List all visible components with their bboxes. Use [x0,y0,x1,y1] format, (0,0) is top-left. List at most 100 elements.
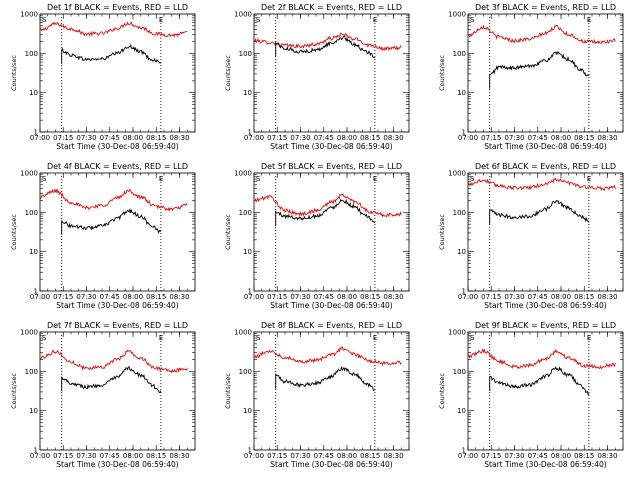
panel-title: Det 7f BLACK = Events, RED = LLD [47,321,188,330]
y-tick-label: 1000 [20,11,38,19]
x-tick-label: 07:45 [528,452,548,460]
x-tick-label: 08:15 [574,293,594,301]
end-marker-label: E [159,175,163,183]
x-tick-label: 07:45 [100,293,120,301]
x-axis-label: Start Time (30-Dec-08 06:59:40) [484,301,606,310]
series-lld-line [467,348,616,370]
start-marker-label: S [256,334,261,342]
panel-det-9: Det 9f BLACK = Events, RED = LLD 1 10 100 10… [438,321,624,469]
plot-frame [253,331,410,451]
x-tick-label: 08:00 [337,293,357,301]
x-tick-label: 07:30 [290,293,310,301]
x-tick-label: 08:15 [360,293,380,301]
panel-title: Det 1f BLACK = Events, RED = LLD [47,3,188,12]
y-tick-label: 100 [25,50,38,58]
series-lld-line [467,177,616,192]
panel-title: Det 6f BLACK = Events, RED = LLD [475,162,616,171]
x-tick-label: 08:15 [360,452,380,460]
series-lld-line [39,349,188,374]
series-lld-line [467,24,616,45]
x-tick-label: 07:30 [76,452,96,460]
start-marker-label: S [42,175,47,183]
x-tick-label: 08:00 [123,452,143,460]
series-events-line [61,207,162,235]
x-axis-label: Start Time (30-Dec-08 06:59:40) [56,301,178,310]
x-tick-label: 08:30 [383,134,403,142]
y-tick-label: 100 [239,50,252,58]
y-tick-label: 1000 [448,170,466,178]
y-axis-label: Counts/sec [10,55,18,91]
y-axis-label: Counts/sec [224,214,232,250]
panel-title: Det 2f BLACK = Events, RED = LLD [261,3,402,12]
x-tick-label: 07:15 [481,452,501,460]
series-events-line [61,44,162,64]
y-tick-label: 1 [248,129,252,137]
series-lld-line [253,346,402,367]
x-axis-label: Start Time (30-Dec-08 06:59:40) [270,142,392,151]
panel-det-6: Det 6f BLACK = Events, RED = LLD 1 10 100 10… [438,162,624,310]
x-tick-label: 08:30 [169,134,189,142]
x-tick-label: 07:15 [53,134,73,142]
panel-det-2: Det 2f BLACK = Events, RED = LLD 1 10 100 10… [224,3,410,151]
panel-title: Det 9f BLACK = Events, RED = LLD [475,321,616,330]
x-axis-label: Start Time (30-Dec-08 06:59:40) [270,460,392,469]
x-tick-label: 08:15 [146,293,166,301]
series-events-line [489,366,590,396]
x-tick-label: 07:00 [30,134,50,142]
y-tick-label: 1000 [234,170,252,178]
x-tick-label: 07:00 [244,293,264,301]
x-tick-label: 07:15 [53,293,73,301]
y-tick-label: 10 [29,407,38,415]
end-marker-label: E [373,334,377,342]
x-axis-label: Start Time (30-Dec-08 06:59:40) [56,460,178,469]
x-axis-label: Start Time (30-Dec-08 06:59:40) [56,142,178,151]
x-tick-label: 07:30 [290,134,310,142]
panel-title: Det 4f BLACK = Events, RED = LLD [47,162,188,171]
y-tick-label: 10 [457,248,466,256]
x-axis-label: Start Time (30-Dec-08 06:59:40) [484,460,606,469]
x-tick-label: 07:45 [314,134,334,142]
y-tick-label: 10 [29,89,38,97]
x-tick-label: 07:45 [100,452,120,460]
x-axis-label: Start Time (30-Dec-08 06:59:40) [270,301,392,310]
x-tick-label: 07:45 [314,452,334,460]
y-axis-label: Counts/sec [224,55,232,91]
x-tick-label: 08:30 [597,293,617,301]
y-tick-label: 1000 [20,170,38,178]
x-tick-label: 07:45 [314,293,334,301]
y-tick-label: 10 [243,248,252,256]
series-lld-line [39,21,188,38]
x-tick-label: 08:00 [123,293,143,301]
x-tick-label: 08:15 [574,134,594,142]
y-axis-label: Counts/sec [438,55,446,91]
start-marker-label: S [470,175,475,183]
x-tick-label: 07:30 [290,452,310,460]
x-tick-label: 07:00 [30,293,50,301]
end-marker-label: E [373,16,377,24]
x-tick-label: 08:30 [383,452,403,460]
x-tick-label: 07:00 [30,452,50,460]
y-tick-label: 1000 [234,11,252,19]
y-tick-label: 1000 [448,329,466,337]
x-axis-label: Start Time (30-Dec-08 06:59:40) [484,142,606,151]
x-tick-label: 07:30 [76,134,96,142]
series-lld-line [253,193,402,218]
y-tick-label: 10 [457,407,466,415]
panel-det-4: Det 4f BLACK = Events, RED = LLD 1 10 100 10… [10,162,196,310]
panel-title: Det 5f BLACK = Events, RED = LLD [261,162,402,171]
x-tick-label: 08:30 [383,293,403,301]
panel-det-1: Det 1f BLACK = Events, RED = LLD 1 10 100 10… [10,3,196,151]
y-tick-label: 1 [462,447,466,455]
x-tick-label: 08:30 [597,452,617,460]
x-tick-label: 08:00 [551,134,571,142]
x-tick-label: 07:15 [481,134,501,142]
end-marker-label: E [587,334,591,342]
y-tick-label: 1 [34,447,38,455]
plot-frame [39,331,196,451]
plot-frame [467,172,624,292]
series-events-line [489,200,590,225]
x-tick-label: 07:00 [458,452,478,460]
y-axis-label: Counts/sec [438,214,446,250]
x-tick-label: 08:15 [146,134,166,142]
y-tick-label: 100 [453,368,466,376]
